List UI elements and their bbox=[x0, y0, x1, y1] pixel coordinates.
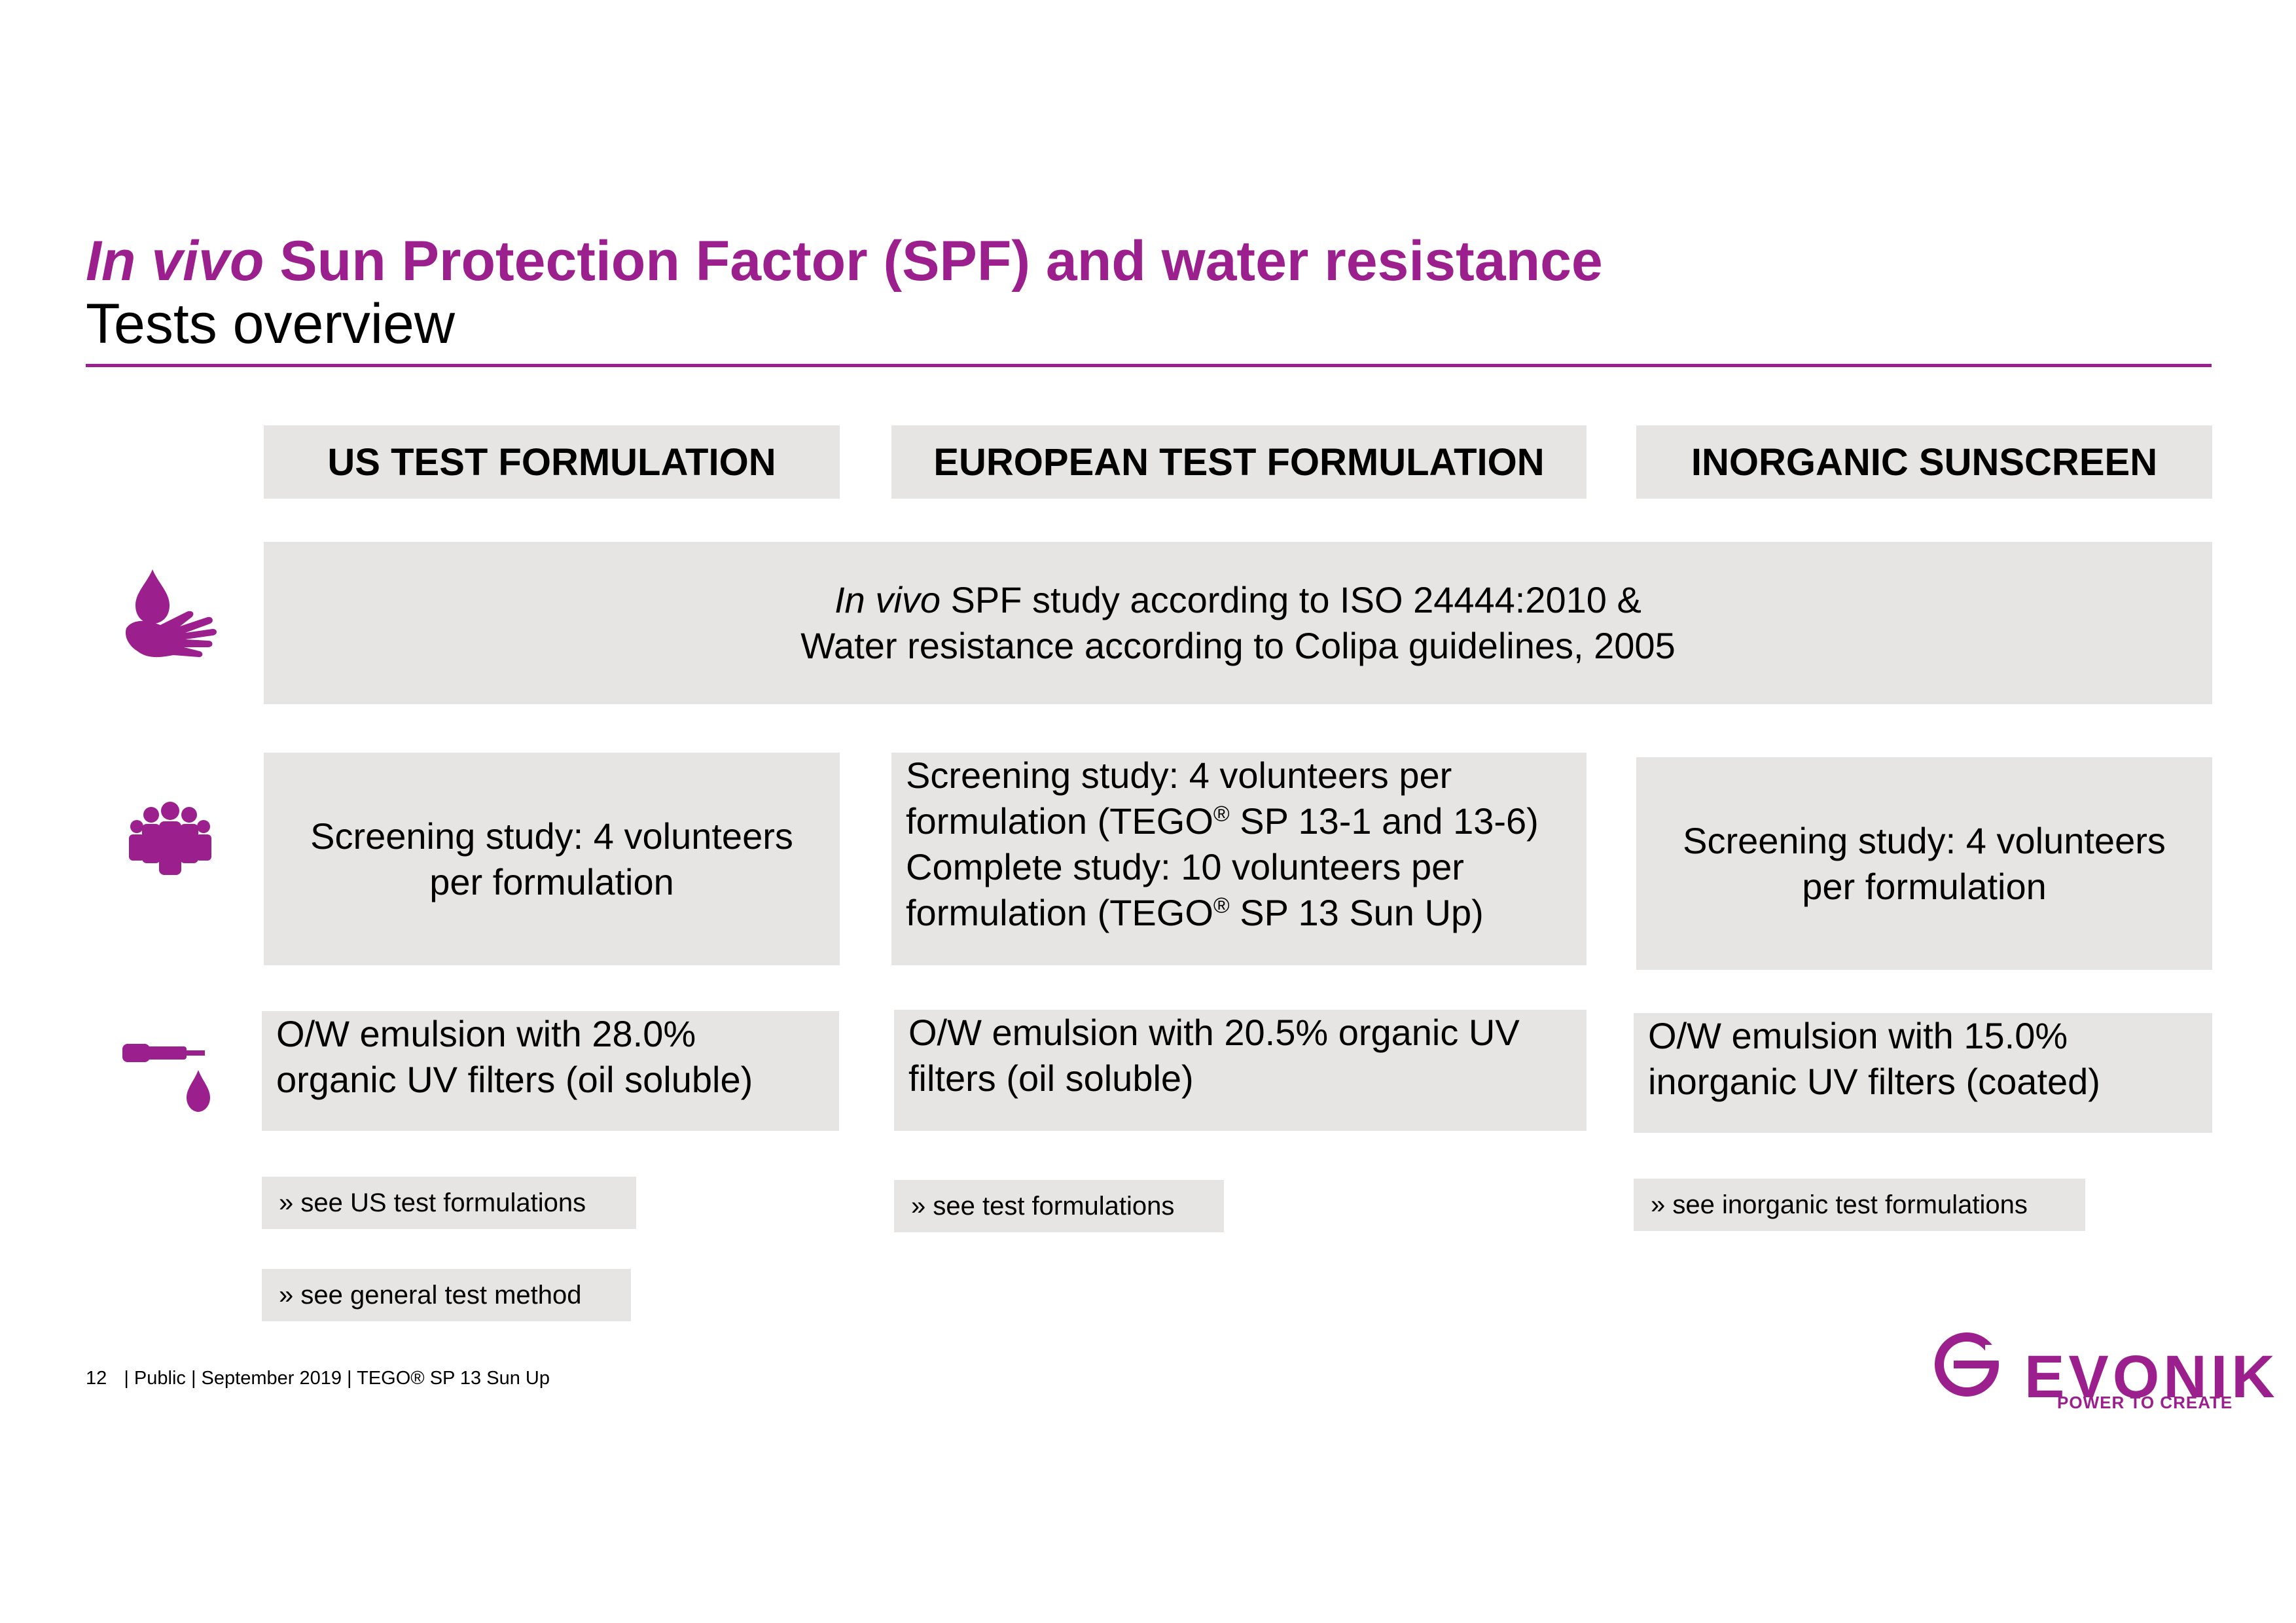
dropper-icon bbox=[121, 1037, 216, 1116]
us-formulations-link[interactable]: » see US test formulations bbox=[262, 1177, 636, 1229]
eu-emulsion-box: O/W emulsion with 20.5% organic UV filte… bbox=[894, 1010, 1587, 1131]
spf-study-line1: In vivo SPF study according to ISO 24444… bbox=[834, 577, 1641, 623]
title-italic: In vivo bbox=[86, 230, 264, 293]
inorganic-emulsion-line2: inorganic UV filters (coated) bbox=[1648, 1061, 2100, 1102]
eu-volunteers-line4b: SP 13 Sun Up) bbox=[1229, 892, 1484, 933]
column-header-us-label: US TEST FORMULATION bbox=[327, 440, 776, 484]
spf-study-italic: In vivo bbox=[834, 579, 941, 620]
inorganic-emulsion-box: O/W emulsion with 15.0% inorganic UV fil… bbox=[1634, 1013, 2212, 1133]
page-subtitle: Tests overview bbox=[86, 293, 455, 355]
column-header-us: US TEST FORMULATION bbox=[264, 425, 840, 499]
eu-formulations-link[interactable]: » see test formulations bbox=[894, 1180, 1224, 1232]
logo-claim: POWER TO CREATE bbox=[2057, 1393, 2233, 1412]
us-volunteers-box: Screening study: 4 volunteers per formul… bbox=[264, 753, 840, 965]
us-emulsion-box: O/W emulsion with 28.0% organic UV filte… bbox=[262, 1011, 839, 1131]
logo-wordmark: EVONIK bbox=[2024, 1344, 2279, 1410]
page-number: 12 bbox=[86, 1368, 107, 1389]
page-title: In vivo Sun Protection Factor (SPF) and … bbox=[86, 230, 1603, 293]
eu-emulsion-line1: O/W emulsion with 20.5% organic UV bbox=[908, 1012, 1520, 1053]
spf-study-line2: Water resistance according to Colipa gui… bbox=[800, 625, 1676, 666]
inorganic-emulsion-line1: O/W emulsion with 15.0% bbox=[1648, 1015, 2068, 1056]
us-emulsion-line2: organic UV filters (oil soluble) bbox=[276, 1059, 753, 1100]
spf-study-box: In vivo SPF study according to ISO 24444… bbox=[264, 542, 2212, 704]
us-volunteers-line2: per formulation bbox=[429, 861, 674, 902]
title-divider bbox=[86, 364, 2212, 367]
column-header-eu: EUROPEAN TEST FORMULATION bbox=[891, 425, 1587, 499]
inorganic-formulations-link[interactable]: » see inorganic test formulations bbox=[1634, 1179, 2085, 1231]
eu-volunteers-box: Screening study: 4 volunteers per formul… bbox=[891, 753, 1587, 965]
registered-mark: ® bbox=[1213, 893, 1230, 918]
eu-volunteers-line3: Complete study: 10 volunteers per bbox=[906, 846, 1464, 887]
spf-study-line1-rest: SPF study according to ISO 24444:2010 & bbox=[940, 579, 1641, 620]
volunteers-group-icon bbox=[128, 802, 213, 877]
us-emulsion-line1: O/W emulsion with 28.0% bbox=[276, 1013, 696, 1054]
eu-volunteers-line4a: formulation (TEGO bbox=[906, 892, 1213, 933]
title-rest: Sun Protection Factor (SPF) and water re… bbox=[264, 230, 1603, 293]
general-test-method-link[interactable]: » see general test method bbox=[262, 1269, 631, 1321]
eu-volunteers-line4: formulation (TEGO® SP 13 Sun Up) bbox=[906, 890, 1484, 936]
eu-volunteers-line2b: SP 13-1 and 13-6) bbox=[1229, 800, 1539, 842]
eu-emulsion-line2: filters (oil soluble) bbox=[908, 1058, 1194, 1099]
footer: 12 | Public | September 2019 | TEGO® SP … bbox=[86, 1368, 562, 1389]
us-volunteers-line1: Screening study: 4 volunteers bbox=[310, 815, 793, 857]
column-header-inorganic-label: INORGANIC SUNSCREEN bbox=[1691, 440, 2158, 484]
inorganic-volunteers-box: Screening study: 4 volunteers per formul… bbox=[1636, 757, 2212, 970]
column-header-eu-label: EUROPEAN TEST FORMULATION bbox=[933, 440, 1545, 484]
eu-volunteers-line2: formulation (TEGO® SP 13-1 and 13-6) bbox=[906, 798, 1539, 844]
water-drop-hand-icon bbox=[121, 566, 226, 661]
eu-volunteers-line1: Screening study: 4 volunteers per bbox=[906, 755, 1452, 796]
eu-volunteers-line2a: formulation (TEGO bbox=[906, 800, 1213, 842]
registered-mark: ® bbox=[1213, 802, 1230, 827]
evonik-logo-icon bbox=[1934, 1332, 2000, 1397]
column-header-inorganic: INORGANIC SUNSCREEN bbox=[1636, 425, 2212, 499]
inorganic-volunteers-line1: Screening study: 4 volunteers bbox=[1683, 819, 2166, 861]
footer-info: | Public | September 2019 | TEGO® SP 13 … bbox=[124, 1368, 550, 1389]
inorganic-volunteers-line2: per formulation bbox=[1802, 865, 2047, 907]
